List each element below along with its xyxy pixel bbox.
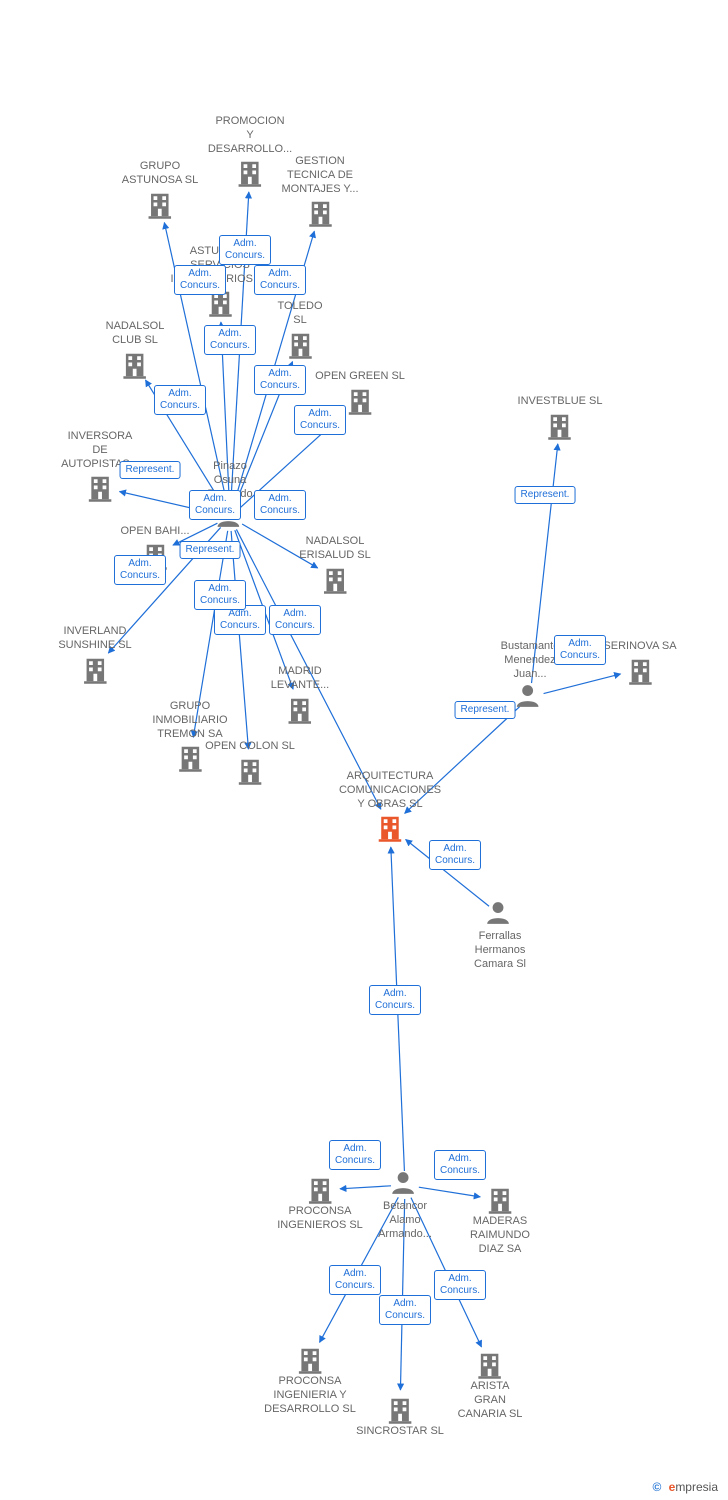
footer-branding: © empresia — [652, 1480, 718, 1494]
brand-rest: mpresia — [675, 1480, 718, 1494]
edge-line — [146, 380, 223, 505]
edge-line — [173, 523, 218, 545]
edge-line — [406, 839, 489, 906]
edge-line — [340, 1186, 391, 1189]
edge-line — [419, 1187, 480, 1197]
edge-line — [234, 231, 314, 503]
edge-line — [108, 527, 220, 653]
copyright-symbol: © — [652, 1480, 661, 1494]
edges-layer — [0, 0, 728, 1500]
edge-line — [544, 674, 621, 694]
edge-line — [411, 1198, 481, 1347]
edge-line — [236, 529, 380, 809]
edge-line — [405, 707, 520, 814]
edge-line — [320, 1197, 399, 1342]
edge-line — [532, 444, 558, 683]
edge-line — [231, 192, 249, 503]
edge-line — [193, 531, 227, 737]
edge-line — [235, 362, 292, 504]
edge-line — [221, 322, 229, 503]
edge-line — [391, 847, 405, 1171]
edge-line — [400, 1199, 404, 1390]
edge-line — [231, 531, 248, 749]
edge-line — [119, 491, 216, 513]
edge-line — [235, 530, 293, 689]
